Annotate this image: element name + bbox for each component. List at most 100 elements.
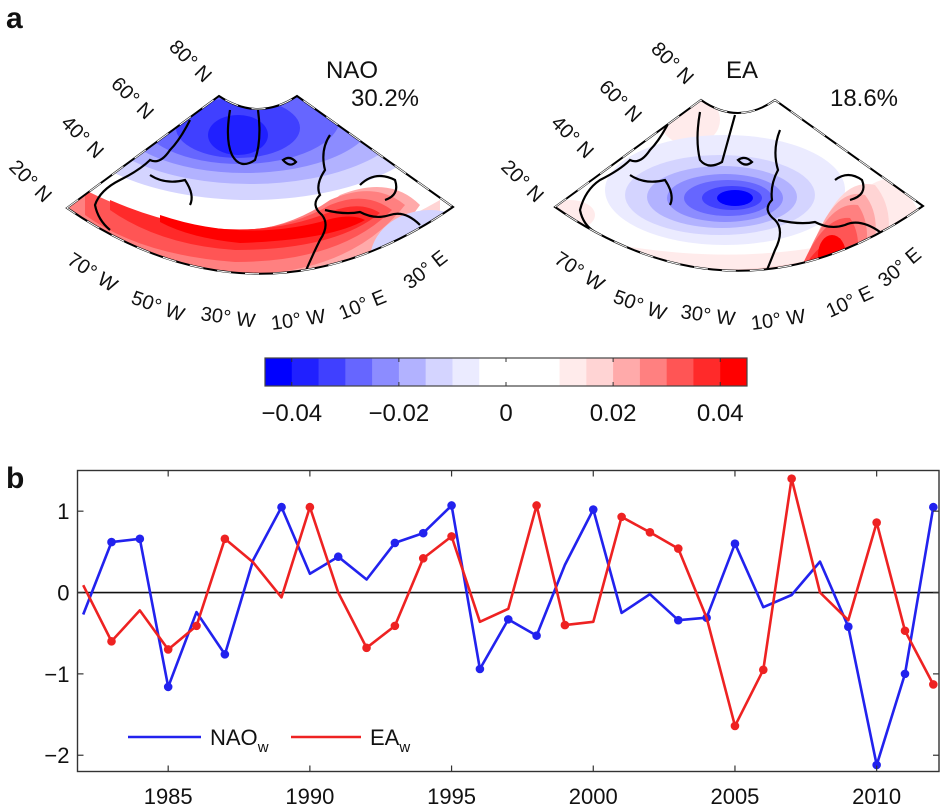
point-ea-2003: [673, 544, 683, 553]
nao-lon-30e: 30° E: [400, 246, 452, 294]
plot-frame: [76, 469, 940, 773]
point-ea-2001: [617, 512, 626, 522]
colorbar-bin: [666, 358, 694, 386]
point-ea-1985: [163, 645, 173, 654]
ea-lon-30w: 30° W: [679, 301, 736, 330]
legend-subscript: w: [398, 739, 410, 756]
point-ea-2002: [645, 528, 655, 537]
point-nao-1996: [475, 664, 485, 674]
ea-lat-40n: 40° N: [546, 112, 597, 163]
point-nao-2000: [588, 505, 598, 514]
legend: NAOw EAw: [128, 725, 410, 756]
colorbar-bin: [532, 358, 561, 386]
ea-lon-10e: 10° E: [823, 282, 877, 323]
nao-lon-10w: 10° W: [270, 306, 327, 335]
point-nao-1983: [107, 537, 116, 547]
point-ea-2005: [730, 721, 740, 731]
nao-coastlines: [93, 109, 421, 274]
colorbar-bin: [345, 358, 373, 386]
point-ea-1990: [305, 502, 315, 512]
colorbar-bin: [479, 358, 507, 386]
legend-label-nao: NAOw: [210, 725, 269, 756]
point-ea-2010: [872, 518, 881, 527]
colorbar-bin: [586, 358, 614, 386]
point-ea-1986: [192, 621, 201, 631]
x-tick-label: 1990: [285, 784, 334, 809]
nao-lon-30w: 30° W: [199, 303, 256, 332]
ea-lon-50w: 50° W: [610, 286, 669, 325]
colorbar-tick-label: −0.02: [369, 400, 430, 427]
point-ea-2011: [900, 626, 910, 636]
panel-a-label: a: [6, 2, 23, 35]
nao-map-frame-dashes: [66, 95, 454, 275]
point-ea-1983: [107, 637, 116, 646]
point-nao-1991: [333, 552, 343, 562]
x-tick-label: 2000: [569, 784, 618, 809]
colorbar-bin: [506, 358, 534, 386]
colorbar: −0.04 −0.02 0 0.02 0.04: [261, 357, 748, 427]
ea-title: EA: [726, 57, 758, 84]
nao-variance: 30.2%: [351, 85, 419, 112]
y-tick-label: 1: [57, 499, 69, 524]
ea-lon-70w: 70° W: [550, 248, 608, 296]
point-nao-2010: [872, 760, 881, 770]
nao-map-field: [67, 96, 453, 274]
colorbar-tick-label: 0.04: [697, 400, 744, 427]
ea-lon-10w: 10° W: [750, 306, 807, 335]
x-tick-label: 1995: [427, 784, 476, 809]
point-ea-1999: [560, 620, 570, 630]
x-tick-label: 2005: [710, 784, 759, 809]
colorbar-bin: [398, 358, 427, 386]
ea-map: EA 18.6% 20° N 40° N 60° N 80° N 70° W 5…: [496, 38, 926, 335]
ea-variance: 18.6%: [830, 85, 898, 112]
panel-b-label: b: [6, 462, 24, 495]
nao-lat-60n: 60° N: [106, 73, 157, 124]
y-tick-label: −2: [44, 743, 69, 768]
point-nao-2003: [673, 615, 683, 625]
line-chart: 1985 1990 1995 2000 2005 2010 1 0 −1 −2 NAOw EAw: [44, 469, 940, 809]
series-line-ea: [82, 477, 935, 728]
x-tick-label: 2010: [852, 784, 901, 809]
point-ea-1992: [362, 643, 371, 653]
y-tick-label: −1: [44, 662, 69, 687]
nao-lon-50w: 50° W: [128, 287, 187, 326]
colorbar-bin: [720, 358, 748, 386]
nao-lat-80n: 80° N: [164, 36, 215, 87]
point-nao-1985: [163, 682, 173, 692]
colorbar-bin: [639, 358, 668, 386]
nao-map: NAO 30.2% 20° N 40° N 60° N 80° N 70° W …: [4, 36, 455, 335]
colorbar-bin: [265, 358, 293, 386]
point-ea-2007: [787, 474, 796, 483]
colorbar-bin: [452, 358, 480, 386]
ea-map-frame-dashes: [554, 99, 924, 272]
point-ea-1995: [447, 532, 456, 541]
colorbar-bin: [372, 358, 400, 386]
point-nao-1997: [503, 615, 513, 624]
point-nao-2011: [900, 669, 910, 679]
point-nao-2005: [730, 539, 740, 549]
colorbar-tick-label: 0.02: [590, 400, 637, 427]
legend-subscript: w: [257, 739, 269, 756]
point-nao-1989: [277, 502, 286, 512]
point-nao-1994: [418, 528, 428, 538]
colorbar-bin: [318, 358, 346, 386]
point-nao-1993: [390, 538, 400, 548]
point-nao-1984: [135, 534, 145, 544]
legend-label-ea: EAw: [370, 725, 410, 756]
colorbar-bin: [693, 358, 721, 386]
point-ea-1994: [418, 554, 428, 563]
ea-lon-30e: 30° E: [874, 243, 926, 291]
point-nao-2009: [844, 622, 853, 631]
point-nao-2012: [929, 502, 938, 512]
nao-title: NAO: [326, 57, 378, 84]
colorbar-tick-label: 0: [499, 400, 512, 427]
x-tick-label: 1985: [144, 784, 193, 809]
nao-lat-40n: 40° N: [56, 112, 107, 163]
colorbar-bin: [291, 358, 320, 386]
colorbar-tick-label: −0.04: [261, 400, 322, 427]
point-ea-2006: [758, 665, 768, 675]
nao-lat-20n: 20° N: [4, 156, 55, 207]
point-ea-1998: [532, 501, 541, 510]
colorbar-bin: [613, 358, 641, 386]
